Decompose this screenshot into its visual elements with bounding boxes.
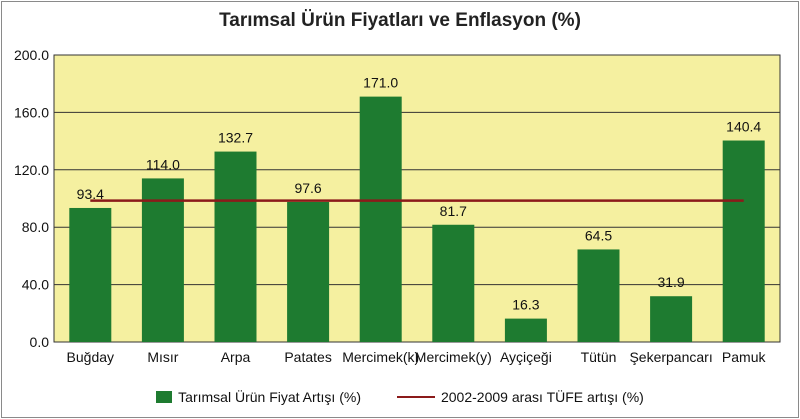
x-tick-label: Tütün	[581, 349, 617, 365]
data-label: 93.4	[77, 186, 104, 202]
bar	[141, 178, 184, 342]
x-axis: Buğday Mısır Arpa Patates Mercimek(k)Mercime…	[67, 349, 767, 365]
legend-swatch-bar	[156, 391, 173, 403]
data-label: 171.0	[363, 75, 398, 91]
bar	[69, 207, 112, 342]
x-tick-label: Buğday	[67, 349, 114, 365]
y-tick-label: 160.0	[14, 104, 49, 120]
bar	[577, 249, 620, 342]
x-tick-label: Patates	[284, 349, 331, 365]
data-label: 114.0	[146, 156, 180, 172]
bar	[359, 96, 402, 343]
y-tick-label: 80.0	[22, 219, 49, 235]
x-tick-label: Mercimek(k)	[342, 349, 419, 365]
data-label: 81.7	[440, 203, 467, 219]
data-label: 31.9	[657, 274, 684, 290]
bar	[650, 296, 693, 342]
bar-series	[69, 96, 765, 343]
x-tick-label: Pamuk	[722, 349, 767, 365]
bar	[504, 318, 547, 342]
bar	[287, 201, 330, 342]
bar	[214, 151, 257, 342]
data-label: 16.3	[512, 297, 539, 313]
legend-item-bar: Tarımsal Ürün Fiyat Artışı (%)	[156, 389, 361, 405]
x-tick-label: Mercimek(y)	[415, 349, 492, 365]
legend-swatch-line	[396, 396, 435, 398]
y-tick-label: 0.0	[30, 334, 50, 350]
x-tick-label: Arpa	[221, 349, 251, 365]
data-label: 132.7	[218, 130, 253, 146]
data-label: 140.4	[726, 119, 761, 135]
chart-title: Tarımsal Ürün Fiyatları ve Enflasyon (%)	[219, 10, 581, 31]
x-tick-label: Mısır	[147, 349, 178, 365]
legend-item-line: 2002-2009 arası TÜFE artışı (%)	[396, 389, 644, 405]
bar	[432, 224, 475, 342]
legend-label-line: 2002-2009 arası TÜFE artışı (%)	[440, 389, 644, 405]
data-labels: 93.4 114.0 132.7 97.6 171.0 81.7 16.3 64.5 31.9 1…	[77, 75, 762, 313]
y-axis: 0.0 40.0 80.0 120.0 160.0 200.0	[14, 47, 49, 350]
y-tick-label: 200.0	[14, 47, 49, 63]
bar	[722, 140, 765, 342]
x-tick-label: Şekerpancarı	[629, 349, 712, 365]
data-label: 97.6	[294, 180, 321, 196]
data-label: 64.5	[585, 227, 612, 243]
y-tick-label: 40.0	[22, 277, 49, 293]
legend: Tarımsal Ürün Fiyat Artışı (%) 2002-2009…	[0, 386, 800, 408]
y-tick-label: 120.0	[14, 162, 49, 178]
x-tick-label: Ayçiçeği	[500, 349, 552, 365]
legend-label-bar: Tarımsal Ürün Fiyat Artışı (%)	[178, 389, 361, 405]
